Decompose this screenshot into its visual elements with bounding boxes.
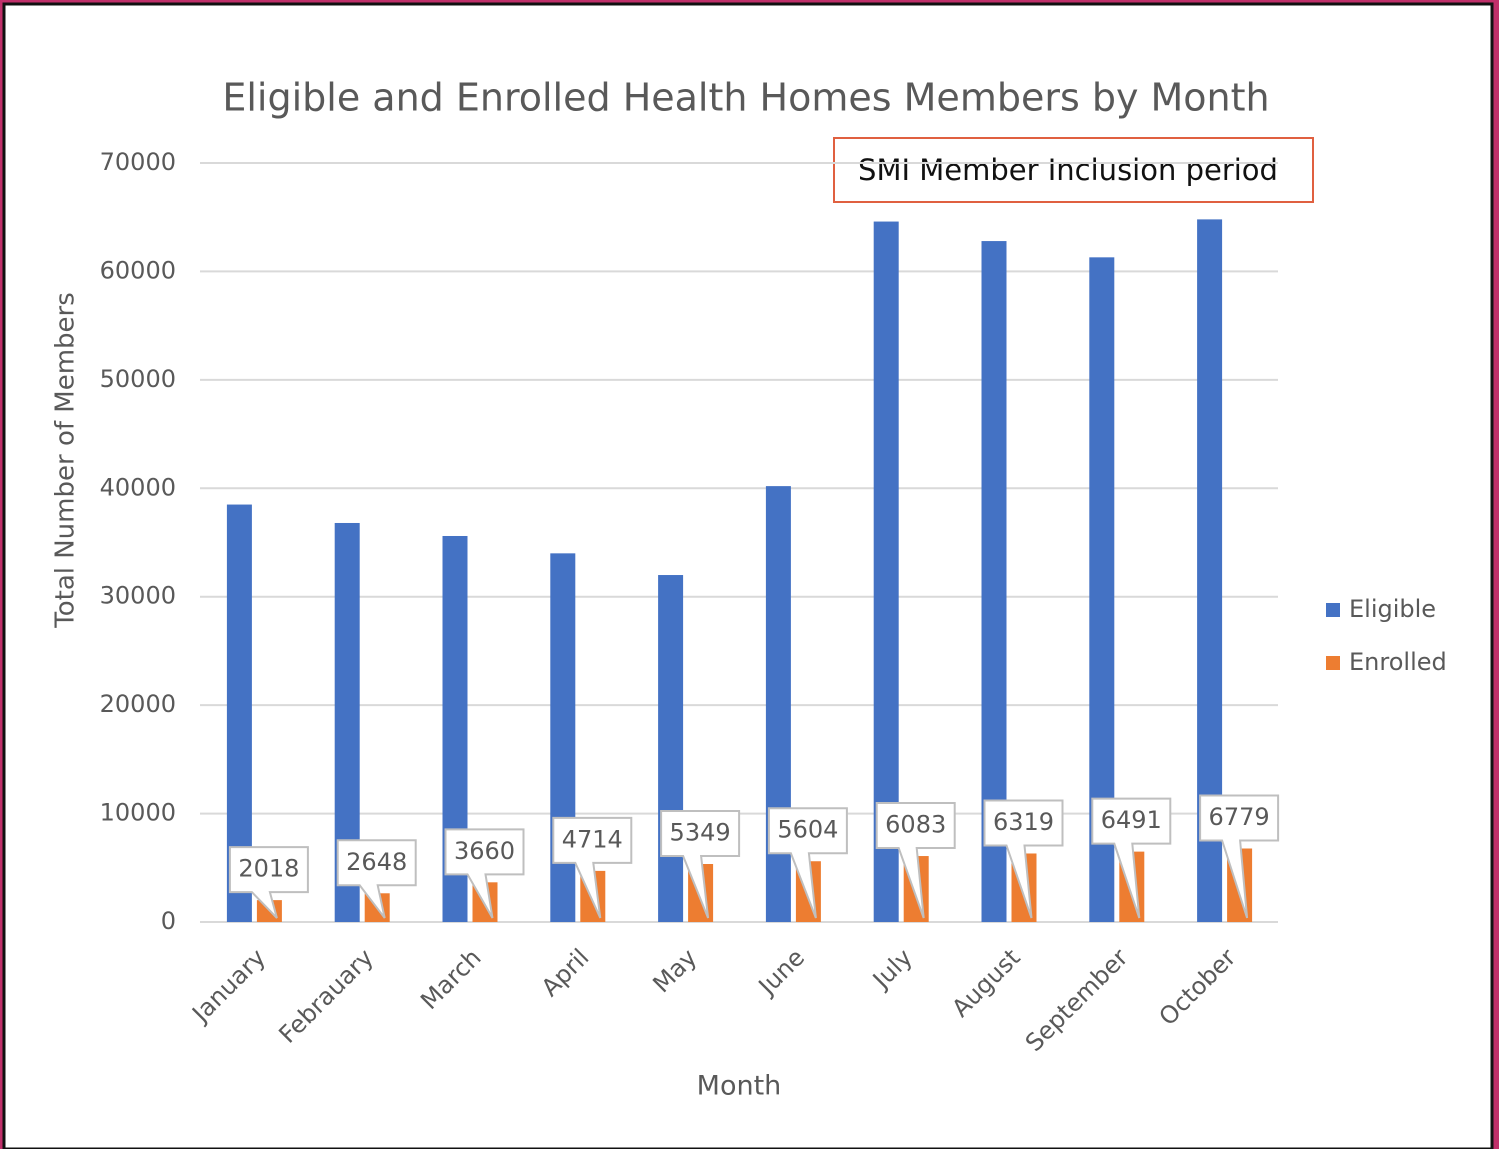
label-callout: [228, 846, 309, 919]
data-label: 2648: [346, 848, 407, 876]
data-label: 6319: [993, 808, 1054, 836]
data-label: 5604: [777, 816, 838, 844]
label-callout: [552, 816, 633, 919]
data-label: 6779: [1209, 803, 1270, 831]
data-label: 2018: [238, 855, 299, 883]
y-tick-label: 60000: [100, 256, 176, 284]
y-tick-label: 30000: [100, 582, 176, 610]
y-tick-label: 50000: [100, 365, 176, 393]
annotation-box: [833, 137, 1314, 203]
chart-title: Eligible and Enrolled Health Homes Membe…: [222, 76, 1269, 120]
legend-swatch: [1326, 656, 1340, 670]
data-label: 4714: [562, 825, 623, 853]
label-callout: [660, 810, 741, 919]
data-label: 3660: [454, 837, 515, 865]
y-tick-label: 10000: [100, 799, 176, 827]
legend-label: Enrolled: [1349, 648, 1447, 676]
data-label: 6491: [1101, 806, 1162, 834]
y-tick-label: 0: [161, 907, 176, 935]
annotation: SMI Member Inclusion period: [858, 153, 1278, 187]
label-callout: [767, 807, 848, 919]
bar: [550, 553, 576, 922]
legend-label: Eligible: [1349, 595, 1436, 623]
y-tick-label: 70000: [100, 148, 176, 176]
y-tick-label: 40000: [100, 473, 176, 501]
label-callout: [983, 799, 1064, 919]
label-callout: [1199, 794, 1280, 919]
bar: [658, 575, 684, 922]
data-label: 5349: [670, 819, 731, 847]
data-label: 6083: [885, 811, 946, 839]
label-callout: [875, 802, 956, 919]
legend-swatch: [1326, 603, 1340, 617]
label-callout: [336, 839, 417, 919]
y-axis-title: Total Number of Members: [51, 292, 81, 629]
label-callout: [1091, 797, 1172, 919]
y-tick-label: 20000: [100, 690, 176, 718]
x-axis-title: Month: [697, 1071, 782, 1102]
bar: [765, 486, 791, 922]
label-callout: [444, 828, 525, 919]
